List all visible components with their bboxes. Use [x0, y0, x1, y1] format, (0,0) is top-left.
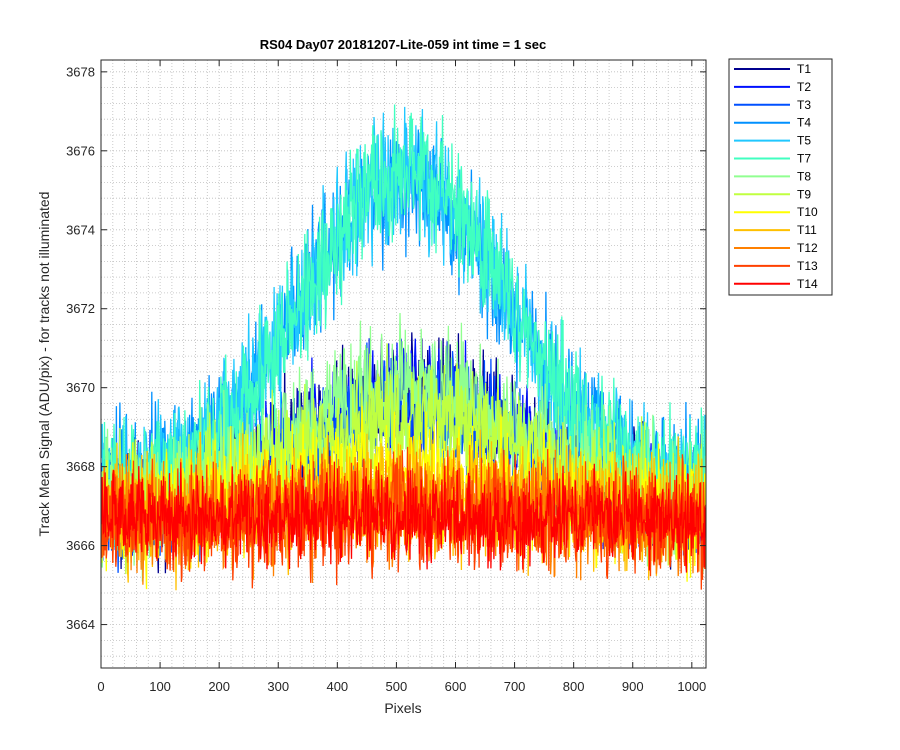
- y-tick-label: 3666: [66, 538, 95, 553]
- legend-item-t12: T12: [734, 241, 818, 255]
- legend-label: T2: [797, 80, 811, 94]
- legend-label: T14: [797, 277, 818, 291]
- y-tick-label: 3678: [66, 64, 95, 79]
- legend-label: T1: [797, 62, 811, 76]
- x-axis-ticks: 0 100 200 300 400 500 600 700 800 900 1000: [97, 60, 706, 694]
- legend-item-t8: T8: [734, 169, 811, 183]
- y-tick-label: 3672: [66, 301, 95, 316]
- x-tick-label: 800: [563, 679, 585, 694]
- legend-item-t10: T10: [734, 205, 818, 219]
- x-tick-label: 1000: [677, 679, 706, 694]
- legend-label: T4: [797, 116, 811, 130]
- legend: T1 T2 T3 T4 T5 T7 T8 T9 T10 T11 T12 T13 T14: [728, 58, 833, 296]
- series-line-t7: [101, 104, 706, 551]
- x-tick-label: 200: [208, 679, 230, 694]
- legend-label: T8: [797, 169, 811, 183]
- y-axis-ticks: 3664 3666 3668 3670 3672 3674 3676 3678: [66, 64, 706, 632]
- plot-frame: [100, 59, 707, 669]
- series-lines: [101, 104, 706, 591]
- legend-item-t1: T1: [734, 62, 811, 76]
- x-axis-label: Pixels: [384, 700, 421, 716]
- x-tick-label: 0: [97, 679, 104, 694]
- legend-items: T1 T2 T3 T4 T5 T7 T8 T9 T10 T11 T12 T13 T14: [734, 62, 818, 291]
- chart-title: RS04 Day07 20181207-Lite-059 int time = …: [260, 37, 547, 52]
- x-tick-label: 700: [504, 679, 526, 694]
- legend-label: T7: [797, 152, 811, 166]
- x-tick-label: 100: [149, 679, 171, 694]
- y-axis-label: Track Mean Signal (ADU/pix) - for tracks…: [36, 192, 52, 537]
- legend-label: T9: [797, 187, 811, 201]
- x-tick-label: 400: [326, 679, 348, 694]
- legend-item-t13: T13: [734, 259, 818, 273]
- legend-item-t3: T3: [734, 98, 811, 112]
- legend-item-t9: T9: [734, 187, 811, 201]
- y-tick-label: 3664: [66, 617, 95, 632]
- legend-label: T12: [797, 241, 818, 255]
- legend-label: T3: [797, 98, 811, 112]
- legend-item-t14: T14: [734, 277, 818, 291]
- legend-label: T11: [797, 223, 817, 237]
- legend-label: T10: [797, 205, 818, 219]
- y-tick-label: 3670: [66, 380, 95, 395]
- y-tick-label: 3674: [66, 222, 95, 237]
- x-tick-label: 900: [622, 679, 644, 694]
- legend-item-t11: T11: [734, 223, 817, 237]
- series-line-t14: [101, 461, 706, 573]
- x-tick-label: 300: [267, 679, 289, 694]
- legend-label: T5: [797, 134, 811, 148]
- x-tick-label: 600: [445, 679, 467, 694]
- x-tick-label: 500: [386, 679, 408, 694]
- legend-item-t4: T4: [734, 116, 811, 130]
- legend-item-t5: T5: [734, 134, 811, 148]
- legend-label: T13: [797, 259, 818, 273]
- y-tick-label: 3676: [66, 143, 95, 158]
- legend-item-t2: T2: [734, 80, 811, 94]
- legend-item-t7: T7: [734, 152, 811, 166]
- y-tick-label: 3668: [66, 459, 95, 474]
